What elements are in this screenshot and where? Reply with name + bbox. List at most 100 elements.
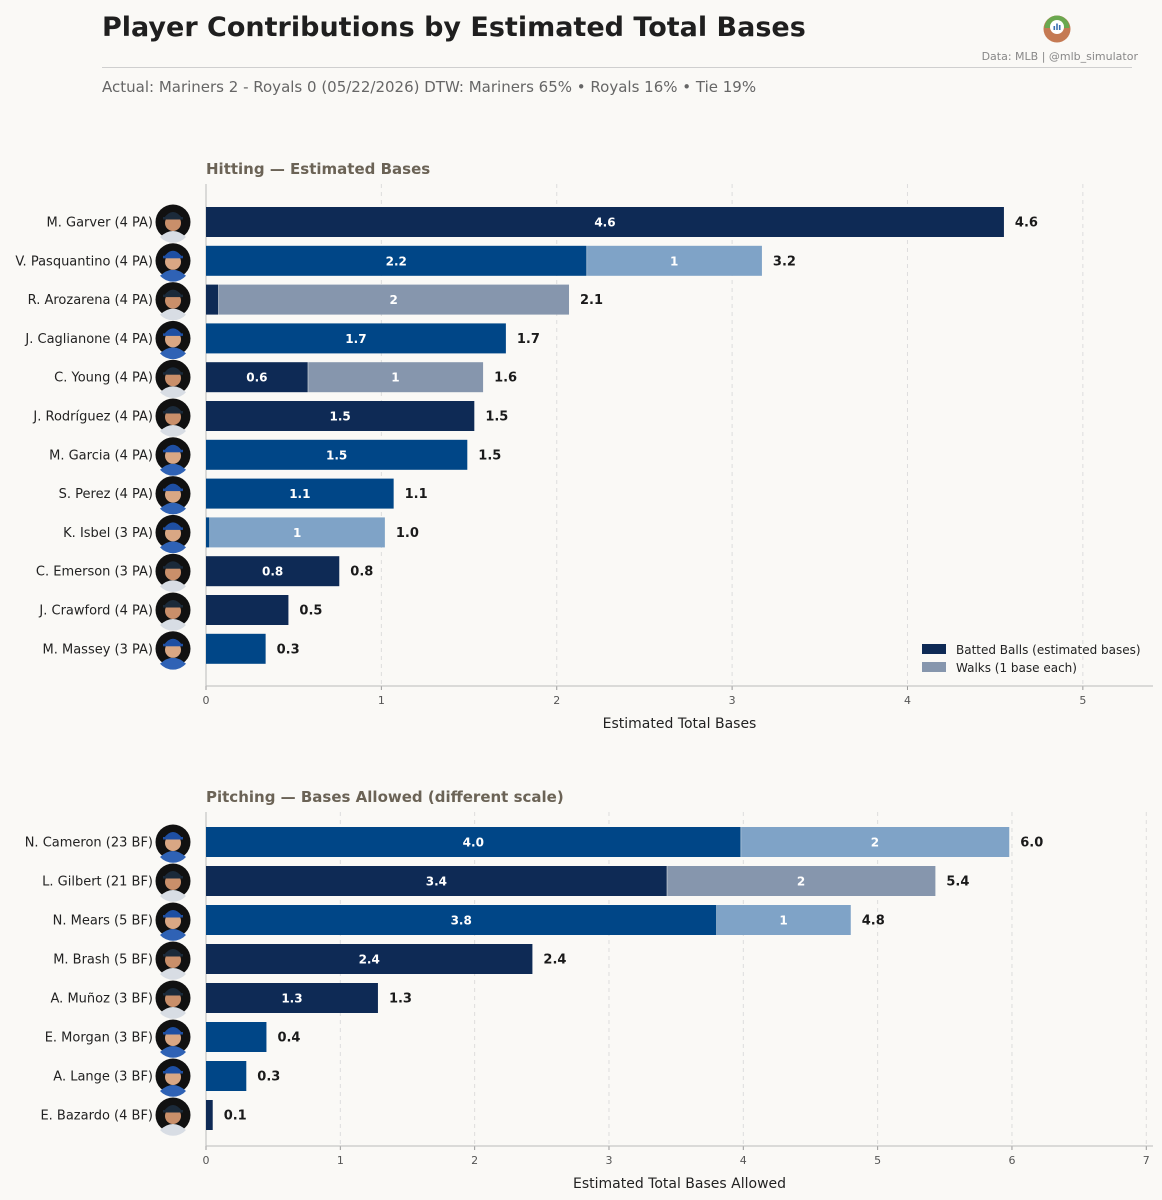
batted-bar — [206, 284, 219, 315]
batted-bar — [206, 401, 475, 431]
player-avatar — [155, 204, 191, 243]
player-label: M. Brash (5 BF) — [53, 953, 153, 968]
walk-value-label: 1 — [779, 914, 787, 928]
batted-value-label: 0.6 — [246, 371, 267, 385]
chart-panel-pitching: Pitching — Bases Allowed (different scal… — [25, 788, 1153, 1192]
player-label: C. Emerson (3 PA) — [36, 565, 153, 580]
x-tick-label: 3 — [605, 1154, 612, 1167]
player-label: L. Gilbert (21 BF) — [42, 875, 153, 890]
player-label: E. Bazardo (4 BF) — [40, 1109, 153, 1124]
batted-bar — [206, 1022, 267, 1052]
simulator-logo-icon — [1043, 15, 1071, 43]
bar-row: L. Gilbert (21 BF) 3.4 2 5.4 — [42, 863, 969, 902]
batted-bar — [206, 944, 533, 974]
batted-bar — [206, 905, 717, 935]
page-title: Player Contributions by Estimated Total … — [102, 12, 806, 43]
total-value-label: 1.3 — [389, 992, 412, 1007]
batted-bar — [206, 207, 1004, 237]
bar-row: J. Rodríguez (4 PA) 1.5 1.5 — [32, 398, 508, 437]
batted-value-label: 3.4 — [426, 875, 447, 889]
batted-bar — [206, 1100, 213, 1130]
walk-bar — [587, 245, 762, 276]
bar-row: R. Arozarena (4 PA) 2 2.1 — [28, 282, 603, 321]
batted-value-label: 1.5 — [326, 448, 347, 462]
x-tick-label: 6 — [1008, 1154, 1015, 1167]
bar-row: M. Brash (5 BF) 2.4 2.4 — [53, 941, 566, 980]
player-avatar — [155, 1058, 191, 1097]
player-avatar — [155, 359, 191, 398]
player-label: V. Pasquantino (4 PA) — [15, 254, 153, 269]
batted-bar — [206, 478, 394, 509]
player-avatar — [155, 631, 191, 670]
walk-value-label: 1 — [670, 254, 678, 268]
total-value-label: 6.0 — [1020, 836, 1043, 851]
batted-value-label: 1.5 — [330, 410, 351, 424]
x-tick-label: 4 — [740, 1154, 747, 1167]
batted-bar — [206, 983, 378, 1013]
batted-bar — [206, 362, 308, 393]
walk-value-label: 2 — [389, 293, 397, 307]
batted-value-label: 4.6 — [594, 216, 615, 230]
total-value-label: 1.6 — [494, 371, 517, 386]
x-tick-label: 2 — [471, 1154, 478, 1167]
total-value-label: 2.1 — [580, 293, 603, 308]
total-value-label: 1.0 — [396, 526, 419, 541]
batted-bar — [206, 866, 667, 896]
batted-bar — [206, 827, 741, 857]
batted-bar — [206, 595, 289, 625]
batted-value-label: 4.0 — [463, 836, 484, 850]
walk-bar — [210, 517, 385, 548]
player-avatar — [155, 824, 191, 863]
legend-label-batted: Batted Balls (estimated bases) — [956, 643, 1141, 657]
total-value-label: 1.5 — [478, 448, 501, 463]
bar-row: S. Perez (4 PA) 1.1 1.1 — [59, 476, 428, 515]
walk-value-label: 2 — [797, 875, 805, 889]
bar-row: A. Lange (3 BF) 0.3 — [53, 1058, 280, 1097]
bar-row: C. Young (4 PA) 0.6 1 1.6 — [54, 359, 517, 398]
batted-bar — [206, 323, 506, 354]
player-label: M. Garver (4 PA) — [47, 216, 153, 231]
bar-row: V. Pasquantino (4 PA) 2.2 1 3.2 — [15, 243, 796, 282]
total-value-label: 0.1 — [224, 1109, 247, 1124]
bar-row: M. Garver (4 PA) 4.6 4.6 — [47, 204, 1038, 243]
player-label: N. Cameron (23 BF) — [25, 836, 153, 851]
bar-row: A. Muñoz (3 BF) 1.3 1.3 — [51, 980, 412, 1019]
batted-bar — [206, 556, 340, 587]
batted-bar — [206, 439, 468, 470]
bar-row: J. Crawford (4 PA) 0.5 — [38, 592, 322, 631]
chart-panel-hitting: Hitting — Estimated Bases 0 1 2 3 4 5 Estimated… — [15, 160, 1153, 732]
walk-bar — [667, 866, 936, 896]
x-tick-label: 0 — [203, 1154, 210, 1167]
player-avatar — [155, 243, 191, 282]
total-value-label: 0.8 — [350, 565, 373, 580]
total-value-label: 4.8 — [862, 914, 885, 929]
player-avatar — [155, 320, 191, 360]
total-value-label: 0.3 — [257, 1070, 280, 1085]
player-label: J. Rodríguez (4 PA) — [32, 410, 153, 425]
x-tick-label: 5 — [1079, 694, 1086, 707]
player-label: M. Massey (3 PA) — [43, 642, 153, 657]
batted-bar — [206, 245, 587, 276]
bar-row: N. Mears (5 BF) 3.8 1 4.8 — [53, 902, 885, 941]
walk-value-label: 2 — [871, 836, 879, 850]
total-value-label: 1.1 — [405, 487, 428, 502]
total-value-label: 3.2 — [773, 254, 796, 269]
total-value-label: 1.5 — [485, 410, 508, 425]
batted-value-label: 1.7 — [345, 332, 366, 346]
player-label: K. Isbel (3 PA) — [63, 526, 153, 541]
batted-value-label: 3.8 — [451, 914, 472, 928]
x-tick-label: 3 — [729, 694, 736, 707]
bar-row: N. Cameron (23 BF) 4.0 2 6.0 — [25, 824, 1043, 863]
batted-value-label: 2.4 — [359, 953, 380, 967]
bar-row: C. Emerson (3 PA) 0.8 0.8 — [36, 553, 373, 592]
player-label: A. Muñoz (3 BF) — [51, 992, 153, 1007]
walk-bar — [218, 284, 570, 315]
walk-bar — [308, 362, 484, 393]
walk-bar — [716, 905, 851, 935]
batted-bar — [206, 633, 266, 664]
player-avatar — [155, 1019, 191, 1058]
bar-row: K. Isbel (3 PA) 1 1.0 — [63, 514, 419, 554]
player-label: R. Arozarena (4 PA) — [28, 293, 153, 308]
total-value-label: 1.7 — [517, 332, 540, 347]
